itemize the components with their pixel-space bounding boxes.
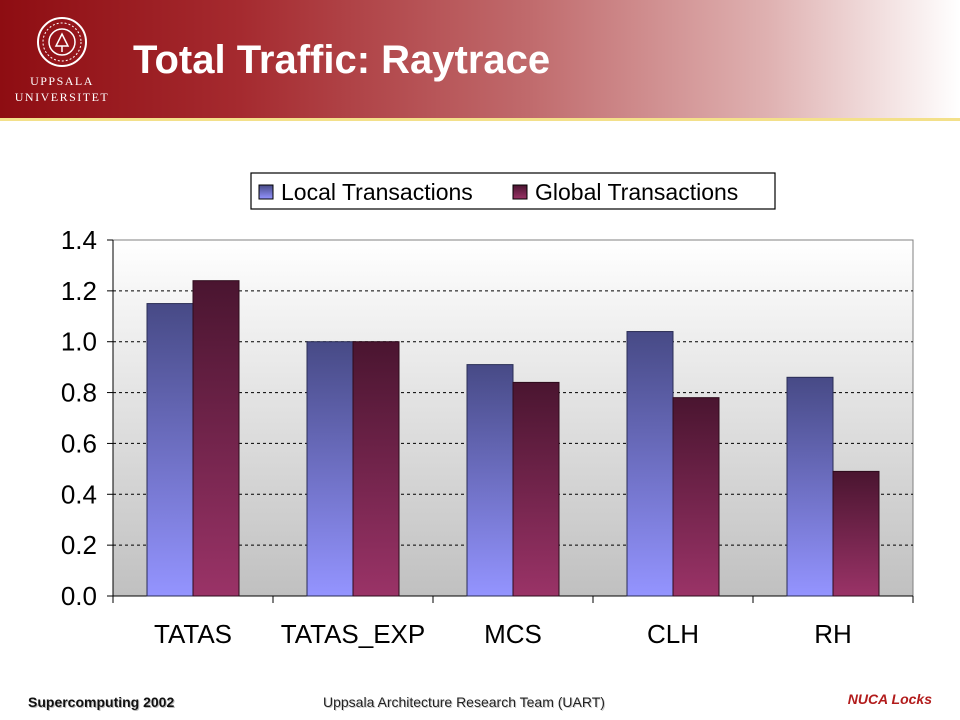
bar-global-rh: [832, 470, 880, 597]
logo-text-line2: UNIVERSITET: [14, 90, 110, 104]
footer-conference: Supercomputing 2002: [28, 694, 175, 710]
bar-chart: 0.0 0.2 0.4 0.6 0.8 1.0 1.2 1.4 TATAS TATAS_EXP MC…: [61, 172, 914, 649]
title-banner: [0, 0, 960, 118]
y-tick-label: 0.6: [61, 428, 97, 458]
bar-local-clh: [626, 331, 674, 597]
x-tick-label: TATAS_EXP: [281, 619, 426, 649]
bar-local-rh: [786, 376, 834, 597]
legend-label-global: Global Transactions: [535, 179, 738, 205]
bar-local-mcs: [466, 364, 514, 597]
bar-global-clh: [672, 397, 720, 597]
bar-local-tatas: [146, 303, 194, 597]
bar-global-mcs: [512, 381, 560, 597]
footer-team: Uppsala Architecture Research Team (UART…: [323, 694, 605, 710]
y-tick-label: 0.2: [61, 530, 97, 560]
y-tick-label: 1.4: [61, 225, 97, 255]
logo-text-line1: UPPSALA: [30, 74, 94, 88]
y-tick-label: 0.4: [61, 479, 97, 509]
legend-swatch-local: [258, 184, 274, 200]
university-logo: UPPSALA UNIVERSITET: [14, 12, 110, 108]
footer-topic: NUCA Locks: [847, 691, 932, 707]
legend-swatch-global: [512, 184, 528, 200]
x-tick-label: MCS: [484, 619, 542, 649]
y-tick-label: 0.0: [61, 581, 97, 611]
y-tick-label: 1.0: [61, 327, 97, 357]
bar-global-tatas: [192, 280, 240, 597]
title-underline: [0, 118, 960, 121]
x-tick-label: RH: [814, 619, 852, 649]
legend-label-local: Local Transactions: [281, 179, 473, 205]
bar-local-tatas-exp: [306, 341, 354, 597]
university-seal-icon: [37, 17, 87, 67]
bar-global-tatas-exp: [352, 341, 400, 597]
slide-title: Total Traffic: Raytrace: [133, 38, 551, 82]
y-tick-label: 1.2: [61, 276, 97, 306]
y-tick-label: 0.8: [61, 378, 97, 408]
x-tick-label: CLH: [647, 619, 699, 649]
x-tick-label: TATAS: [154, 619, 232, 649]
